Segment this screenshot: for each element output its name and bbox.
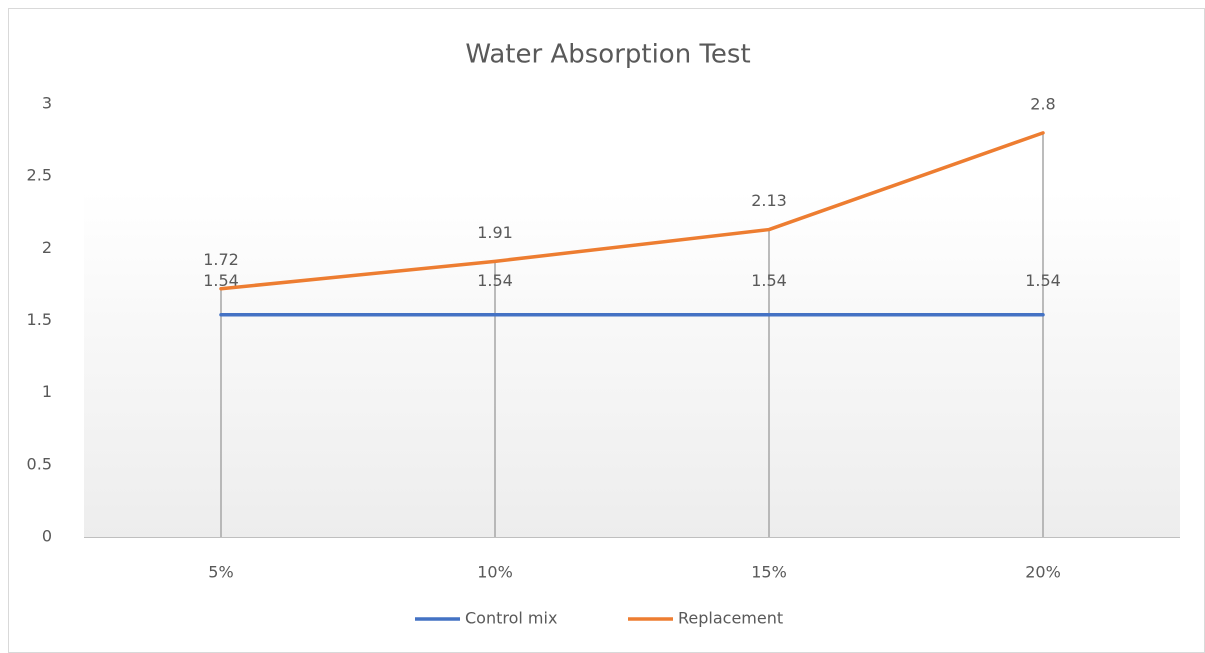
data-label: 2.13 [751,191,787,210]
legend-label: Control mix [465,609,557,628]
data-label: 2.8 [1030,94,1055,113]
x-tick-label: 20% [1025,563,1061,582]
plot-area [84,104,1180,537]
series-line [219,131,1045,291]
y-tick-label: 1.5 [27,310,52,329]
y-tick-label: 0 [42,527,52,546]
x-tick-label: 15% [751,563,787,582]
data-label: 1.72 [203,250,239,269]
x-tick-label: 5% [208,563,233,582]
data-label: 1.91 [477,223,513,242]
y-tick-label: 2.5 [27,166,52,185]
x-tick-label: 10% [477,563,513,582]
data-label: 1.54 [1025,271,1061,290]
legend-label: Replacement [678,609,783,628]
data-label: 1.54 [751,271,787,290]
y-tick-label: 3 [42,94,52,113]
data-label: 1.54 [477,271,513,290]
y-tick-label: 0.5 [27,454,52,473]
chart-title: Water Absorption Test [465,40,750,70]
y-tick-label: 2 [42,238,52,257]
y-tick-label: 1 [42,382,52,401]
data-label: 1.54 [203,271,239,290]
